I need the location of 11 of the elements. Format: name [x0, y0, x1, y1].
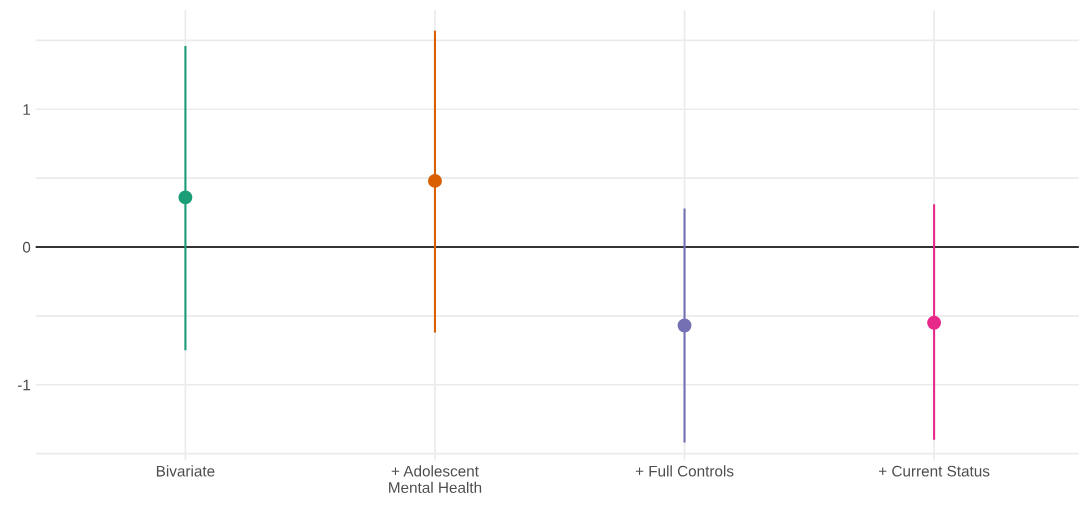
y-tick-label: -1: [17, 379, 31, 391]
y-tick-label: 1: [23, 104, 31, 115]
x-tick-label: + Full Controls: [635, 465, 734, 477]
point: [927, 315, 942, 330]
x-tick-label: + Adolescent Mental Health: [389, 465, 482, 493]
point: [677, 318, 692, 333]
x-tick-label: + Current Status: [879, 465, 990, 477]
x-tick-label: Bivariate: [156, 465, 215, 477]
point: [428, 173, 442, 188]
y-tick-label: 0: [22, 241, 31, 253]
point: [178, 190, 193, 205]
